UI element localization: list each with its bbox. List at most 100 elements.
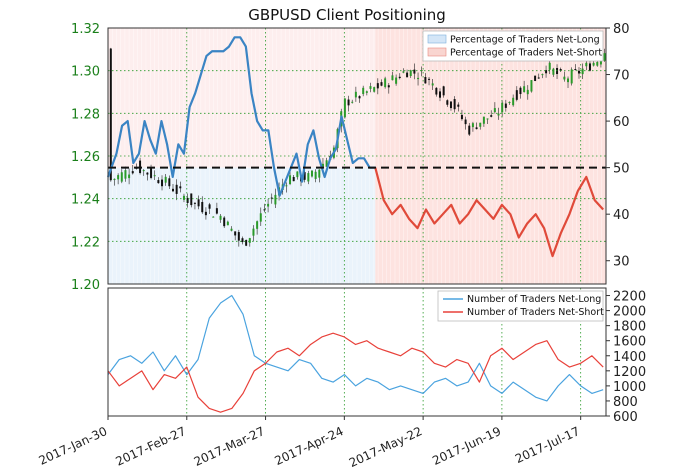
- candle-body: [402, 71, 405, 73]
- candle-body: [303, 172, 306, 180]
- left-tick-label: 1.30: [71, 65, 100, 80]
- candle-body: [460, 114, 463, 120]
- candle-body: [567, 78, 570, 83]
- candle-body: [289, 175, 292, 185]
- candle-body: [563, 76, 566, 80]
- candle-body: [526, 89, 529, 95]
- band-short-zone-late: [375, 28, 606, 284]
- candle-body: [504, 103, 507, 108]
- candle-body: [530, 80, 533, 92]
- candle-body: [398, 76, 401, 79]
- candle-body: [391, 75, 394, 81]
- candle-body: [574, 69, 577, 71]
- candle-body: [131, 171, 134, 174]
- candle-body: [157, 180, 160, 184]
- candle-body: [384, 78, 387, 88]
- candle-body: [325, 160, 328, 167]
- candle-body: [226, 221, 229, 226]
- x-tick-label: 2017-Jun-19: [430, 424, 503, 468]
- candle-body: [307, 173, 310, 182]
- candle-body: [362, 87, 365, 95]
- candle-body: [497, 113, 500, 116]
- candle-body: [449, 101, 452, 109]
- candle-body: [150, 167, 153, 178]
- candle-body: [603, 53, 606, 61]
- candle-body: [164, 176, 167, 183]
- candle-body: [270, 197, 273, 199]
- bottom-right-tick-label: 1600: [613, 335, 646, 350]
- candle-body: [424, 77, 427, 84]
- candle-body: [142, 170, 145, 172]
- band-long-zone-early: [108, 167, 376, 284]
- candle-body: [190, 193, 193, 206]
- candle-body: [248, 238, 251, 243]
- candle-body: [179, 186, 182, 189]
- legend-label-traders-net-short: Number of Traders Net-Short: [467, 307, 604, 318]
- legend-label-net-short: Percentage of Traders Net-Short: [450, 48, 602, 59]
- candle-body: [428, 78, 431, 80]
- candle-body: [175, 184, 178, 194]
- candle-body: [197, 199, 200, 207]
- x-tick-label: 2017-Feb-27: [114, 424, 189, 469]
- candle-body: [413, 69, 416, 74]
- candle-body: [161, 179, 164, 187]
- candle-body: [234, 231, 237, 236]
- candle-body: [343, 98, 346, 118]
- bottom-right-tick-label: 1400: [613, 350, 646, 365]
- candle-body: [215, 208, 218, 214]
- candle-body: [559, 69, 562, 71]
- candle-body: [263, 209, 266, 211]
- right-tick-label: 30: [613, 255, 630, 270]
- right-tick-label: 70: [613, 69, 630, 84]
- candle-body: [274, 194, 277, 205]
- candle-body: [453, 99, 456, 110]
- right-tick-label: 40: [613, 208, 630, 223]
- candle-body: [120, 172, 123, 182]
- traders-line-net-long: [107, 294, 604, 402]
- candle-body: [592, 62, 595, 66]
- candle-body: [267, 203, 270, 207]
- x-tick-label: 2017-Jan-30: [37, 424, 110, 468]
- candle-body: [406, 72, 409, 78]
- bottom-right-tick-label: 1200: [613, 365, 646, 380]
- candle-body: [223, 217, 226, 227]
- candle-body: [259, 213, 262, 222]
- left-tick-label: 1.24: [71, 193, 100, 208]
- candle-body: [354, 91, 357, 98]
- legend-label-traders-net-long: Number of Traders Net-Long: [467, 294, 601, 305]
- candle-body: [358, 96, 361, 99]
- candle-body: [182, 195, 185, 200]
- left-tick-label: 1.22: [71, 235, 100, 250]
- candle-body: [369, 86, 372, 89]
- candle-body: [585, 62, 588, 67]
- traders-line-net-short: [107, 332, 604, 413]
- bottom-right-tick-label: 1000: [613, 380, 646, 395]
- candle-body: [482, 116, 485, 124]
- candle-body: [512, 97, 515, 106]
- candle-body: [596, 61, 599, 66]
- candle-body: [588, 63, 591, 71]
- bottom-right-tick-label: 2000: [613, 305, 646, 320]
- candle-body: [545, 70, 548, 74]
- candle-body: [219, 215, 222, 220]
- candle-body: [153, 175, 156, 177]
- candle-body: [420, 70, 423, 72]
- candle-body: [365, 91, 368, 93]
- candle-body: [537, 77, 540, 79]
- candle-body: [351, 101, 354, 103]
- candle-body: [577, 70, 580, 74]
- candle-body: [468, 125, 471, 135]
- candle-body: [296, 171, 299, 178]
- candle-body: [435, 87, 438, 95]
- candle-body: [256, 221, 259, 229]
- candle-body: [292, 176, 295, 182]
- candle-body: [493, 108, 496, 113]
- candle-body: [146, 172, 149, 175]
- candle-body: [439, 91, 441, 98]
- chart-title: GBPUSD Client Positioning: [248, 6, 446, 24]
- candle-body: [168, 178, 171, 187]
- candle-body: [395, 77, 398, 84]
- candle-body: [409, 70, 412, 77]
- candle-body: [523, 86, 526, 93]
